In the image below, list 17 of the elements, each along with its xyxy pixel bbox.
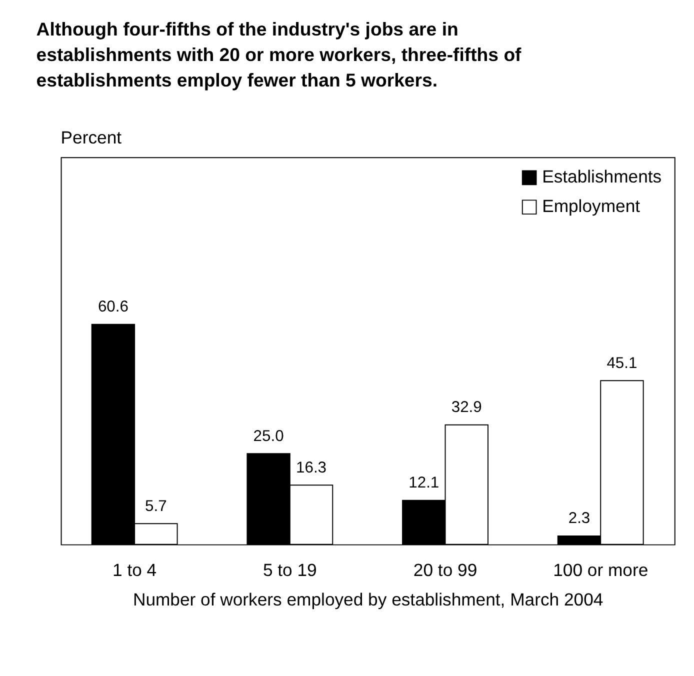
x-tick-label: 100 or more (553, 560, 648, 580)
text: Percent (60, 127, 122, 148)
x-tick-label: 1 to 4 (112, 560, 157, 580)
data-label: 16.3 (296, 459, 327, 476)
x-tick-label: 20 to 99 (413, 560, 478, 580)
data-label: 5.7 (145, 498, 167, 515)
legend-label: Employment (542, 196, 640, 216)
chart-title: Although four-fifths of the industry's jobs are in establishments with 20 or more workers, three-fifths of establishments employ fewer than 5 workers. (36, 18, 522, 91)
data-label: 12.1 (408, 474, 440, 492)
data-label: 32.9 (451, 399, 482, 416)
data-label: 45.1 (606, 354, 638, 372)
data-label: 60.6 (98, 298, 129, 316)
x-axis-title: Number of workers employed by establishment, March 2004 (132, 590, 604, 610)
legend-label: Establishments (542, 166, 662, 187)
data-label: 25.0 (253, 428, 284, 445)
data-label: 2.3 (568, 510, 590, 528)
x-tick-label: 5 to 19 (262, 560, 317, 580)
